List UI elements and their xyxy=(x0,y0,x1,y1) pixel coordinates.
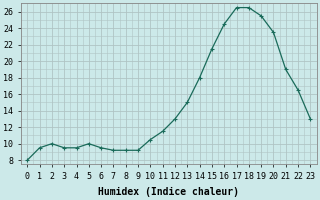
X-axis label: Humidex (Indice chaleur): Humidex (Indice chaleur) xyxy=(98,186,239,197)
